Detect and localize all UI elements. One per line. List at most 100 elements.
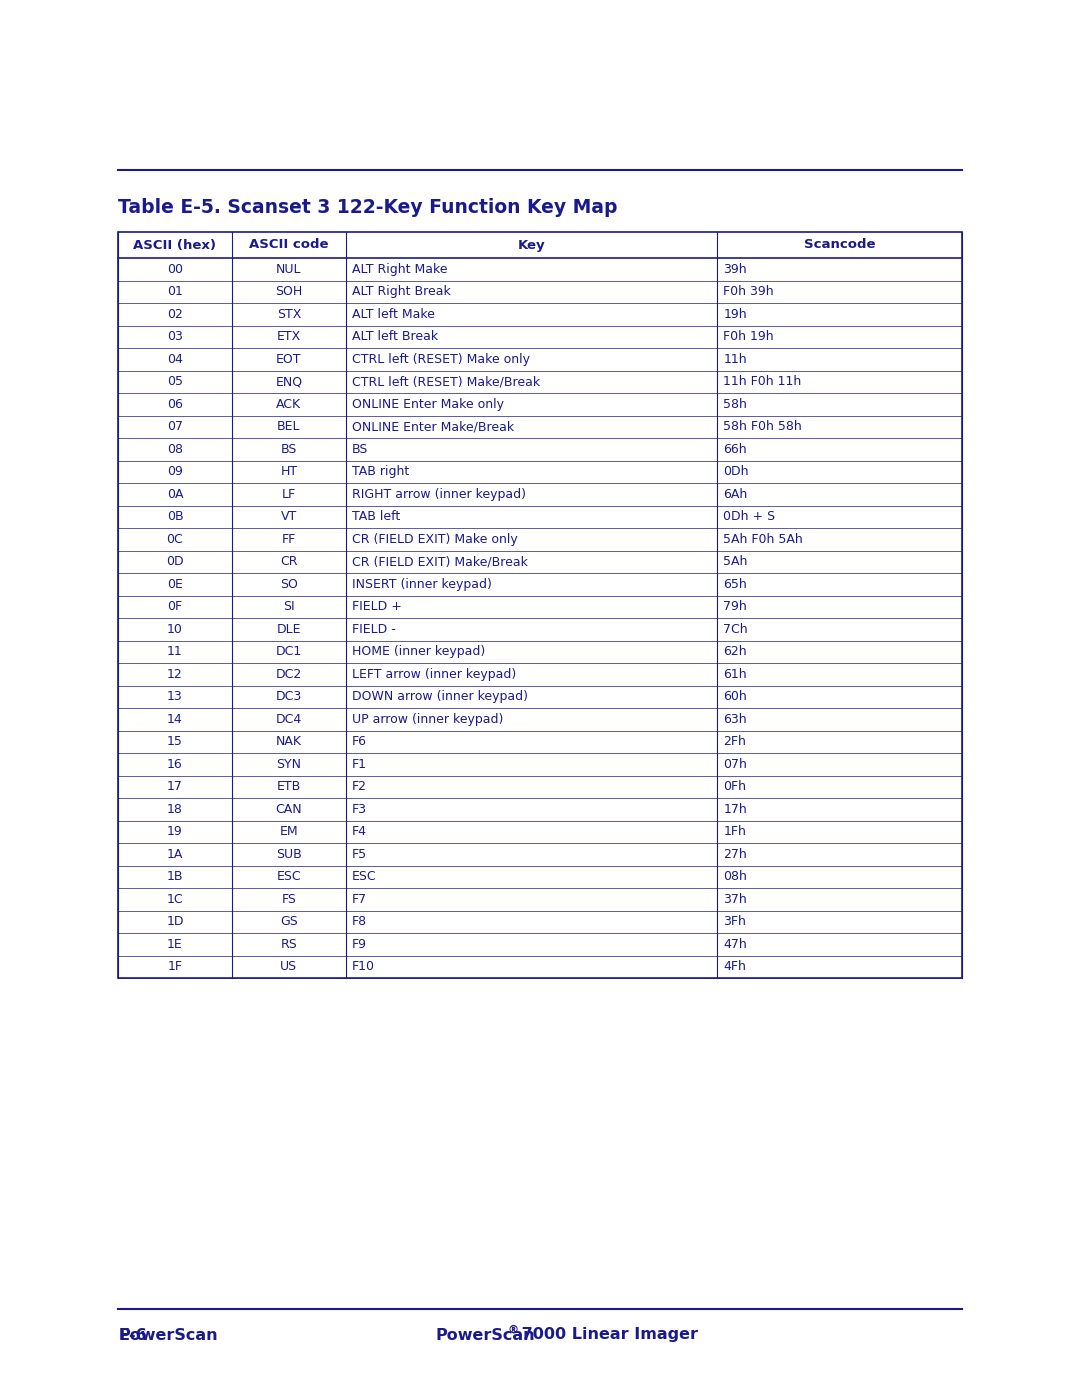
Text: Scancode: Scancode (804, 239, 876, 251)
Text: 02: 02 (167, 307, 183, 321)
Text: 17: 17 (167, 781, 183, 793)
Text: DC4: DC4 (275, 712, 302, 726)
Text: ENQ: ENQ (275, 376, 302, 388)
Text: F7: F7 (352, 893, 367, 905)
Text: DOWN arrow (inner keypad): DOWN arrow (inner keypad) (352, 690, 528, 703)
Text: 37h: 37h (724, 893, 747, 905)
Text: 60h: 60h (724, 690, 747, 703)
Text: 10: 10 (167, 623, 183, 636)
Text: LF: LF (282, 488, 296, 500)
Text: CTRL left (RESET) Make/Break: CTRL left (RESET) Make/Break (352, 376, 540, 388)
Text: F5: F5 (352, 848, 367, 861)
Text: 0Dh: 0Dh (724, 465, 748, 478)
Text: DC2: DC2 (275, 668, 302, 680)
Text: ONLINE Enter Make only: ONLINE Enter Make only (352, 398, 504, 411)
Text: 5Ah F0h 5Ah: 5Ah F0h 5Ah (724, 532, 804, 546)
Text: 07h: 07h (724, 757, 747, 771)
Text: 62h: 62h (724, 645, 747, 658)
Text: 04: 04 (167, 353, 183, 366)
Text: 1Fh: 1Fh (724, 826, 746, 838)
Text: ALT left Break: ALT left Break (352, 330, 438, 344)
Text: EM: EM (280, 826, 298, 838)
Text: SUB: SUB (276, 848, 301, 861)
Text: EOT: EOT (276, 353, 301, 366)
Text: 0F: 0F (167, 601, 183, 613)
Text: 1D: 1D (166, 915, 184, 928)
Text: 0A: 0A (166, 488, 184, 500)
Text: TAB right: TAB right (352, 465, 409, 478)
Text: Table E-5. Scanset 3 122-Key Function Key Map: Table E-5. Scanset 3 122-Key Function Ke… (118, 198, 618, 217)
Text: HOME (inner keypad): HOME (inner keypad) (352, 645, 485, 658)
Text: 08h: 08h (724, 870, 747, 883)
Text: ALT Right Break: ALT Right Break (352, 285, 450, 298)
Text: 1B: 1B (166, 870, 184, 883)
Text: 27h: 27h (724, 848, 747, 861)
Text: CAN: CAN (275, 803, 302, 816)
Text: ®: ® (508, 1324, 518, 1336)
Text: 11: 11 (167, 645, 183, 658)
Text: 4Fh: 4Fh (724, 960, 746, 974)
Text: CR (FIELD EXIT) Make only: CR (FIELD EXIT) Make only (352, 532, 517, 546)
Text: GS: GS (280, 915, 298, 928)
Text: FS: FS (282, 893, 296, 905)
Text: 1C: 1C (166, 893, 184, 905)
Bar (118, 232, 962, 978)
Text: FF: FF (282, 532, 296, 546)
Text: F3: F3 (352, 803, 367, 816)
Text: ALT Right Make: ALT Right Make (352, 263, 447, 275)
Text: LEFT arrow (inner keypad): LEFT arrow (inner keypad) (352, 668, 516, 680)
Text: 12: 12 (167, 668, 183, 680)
Text: 58h F0h 58h: 58h F0h 58h (724, 420, 802, 433)
Text: 79h: 79h (724, 601, 747, 613)
Text: 0D: 0D (166, 555, 184, 569)
Text: 3Fh: 3Fh (724, 915, 746, 928)
Text: 7Ch: 7Ch (724, 623, 747, 636)
Text: F8: F8 (352, 915, 367, 928)
Text: 5Ah: 5Ah (724, 555, 747, 569)
Text: RS: RS (281, 937, 297, 951)
Text: ETB: ETB (276, 781, 301, 793)
Text: BS: BS (352, 443, 368, 455)
Text: 0Dh + S: 0Dh + S (724, 510, 775, 524)
Text: US: US (281, 960, 297, 974)
Text: SI: SI (283, 601, 295, 613)
Text: 05: 05 (167, 376, 183, 388)
Text: 18: 18 (167, 803, 183, 816)
Text: 1E: 1E (167, 937, 183, 951)
Text: HT: HT (281, 465, 297, 478)
Text: ESC: ESC (276, 870, 301, 883)
Text: CR: CR (280, 555, 298, 569)
Text: SO: SO (280, 578, 298, 591)
Text: CTRL left (RESET) Make only: CTRL left (RESET) Make only (352, 353, 530, 366)
Text: NUL: NUL (276, 263, 301, 275)
Text: SYN: SYN (276, 757, 301, 771)
Text: CR (FIELD EXIT) Make/Break: CR (FIELD EXIT) Make/Break (352, 555, 528, 569)
Text: F4: F4 (352, 826, 367, 838)
Text: 39h: 39h (724, 263, 747, 275)
Text: FIELD +: FIELD + (352, 601, 402, 613)
Text: 08: 08 (167, 443, 183, 455)
Text: ASCII code: ASCII code (249, 239, 328, 251)
Text: DLE: DLE (276, 623, 301, 636)
Text: BS: BS (281, 443, 297, 455)
Text: ALT left Make: ALT left Make (352, 307, 435, 321)
Text: 66h: 66h (724, 443, 747, 455)
Text: 11h F0h 11h: 11h F0h 11h (724, 376, 801, 388)
Text: Key: Key (517, 239, 545, 251)
Text: F1: F1 (352, 757, 367, 771)
Text: 06: 06 (167, 398, 183, 411)
Text: 11h: 11h (724, 353, 747, 366)
Text: F2: F2 (352, 781, 367, 793)
Text: BEL: BEL (278, 420, 300, 433)
Text: F0h 19h: F0h 19h (724, 330, 774, 344)
Text: PowerScan: PowerScan (435, 1327, 535, 1343)
Text: STX: STX (276, 307, 301, 321)
Text: 7000 Linear Imager: 7000 Linear Imager (516, 1327, 699, 1343)
Text: E-6: E-6 (118, 1327, 147, 1343)
Text: ESC: ESC (352, 870, 377, 883)
Text: F9: F9 (352, 937, 367, 951)
Text: INSERT (inner keypad): INSERT (inner keypad) (352, 578, 491, 591)
Text: 13: 13 (167, 690, 183, 703)
Text: 07: 07 (167, 420, 183, 433)
Text: DC3: DC3 (275, 690, 302, 703)
